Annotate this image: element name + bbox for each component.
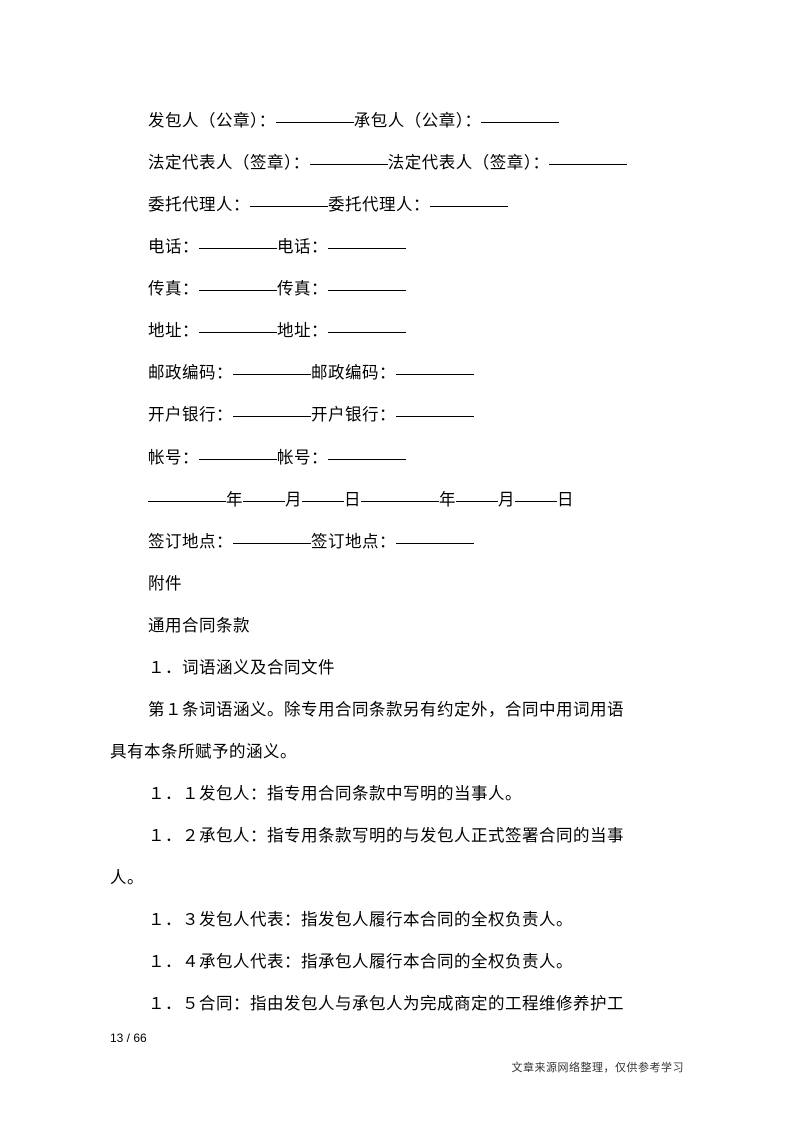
- label-bank-b: 开户银行：: [311, 405, 396, 424]
- label-bank-a: 开户银行：: [148, 405, 233, 424]
- blank-field: [396, 374, 474, 375]
- label-month-2: 月: [498, 490, 515, 509]
- blank-field: [328, 332, 406, 333]
- label-fax-a: 传真：: [148, 279, 199, 298]
- blank-field: [361, 501, 439, 502]
- field-row-phone: 电话： 电话：: [110, 226, 684, 268]
- label-day-1: 日: [344, 490, 361, 509]
- clause-1-5: １．５合同：指由发包人与承包人为完成商定的工程维修养护工: [110, 983, 684, 1025]
- article-1-text: 第１条词语涵义。除专用合同条款另有约定外，合同中用词用语: [110, 689, 684, 731]
- field-row-postal: 邮政编码： 邮政编码：: [110, 352, 684, 394]
- label-account-b: 帐号：: [277, 448, 328, 467]
- label-phone-a: 电话：: [148, 237, 199, 256]
- label-phone-b: 电话：: [277, 237, 328, 256]
- label-day-2: 日: [557, 490, 574, 509]
- label-address-b: 地址：: [277, 321, 328, 340]
- field-row-fax: 传真： 传真：: [110, 268, 684, 310]
- field-row-legal-rep: 法定代表人（签章）： 法定代表人（签章）：: [110, 142, 684, 184]
- label-postal-a: 邮政编码：: [148, 363, 233, 382]
- blank-field: [456, 501, 498, 502]
- blank-field: [549, 164, 627, 165]
- heading-general-terms: 通用合同条款: [110, 605, 684, 647]
- field-row-bank: 开户银行： 开户银行：: [110, 394, 684, 436]
- blank-field: [396, 416, 474, 417]
- label-agent-b: 委托代理人：: [328, 195, 430, 214]
- blank-field: [481, 122, 559, 123]
- clause-1-4: １．４承包人代表：指承包人履行本合同的全权负责人。: [110, 941, 684, 983]
- label-postal-b: 邮政编码：: [311, 363, 396, 382]
- clause-1-2: １．２承包人：指专用条款写明的与发包人正式签署合同的当事: [110, 815, 684, 857]
- blank-field: [515, 501, 557, 502]
- label-month-1: 月: [285, 490, 302, 509]
- label-sign-place-b: 签订地点：: [311, 532, 396, 551]
- blank-field: [302, 501, 344, 502]
- blank-field: [148, 501, 226, 502]
- field-row-agent: 委托代理人： 委托代理人：: [110, 184, 684, 226]
- blank-field: [430, 206, 508, 207]
- article-1-text-cont: 具有本条所赋予的涵义。: [110, 731, 684, 773]
- blank-field: [233, 416, 311, 417]
- clause-1-2-cont: 人。: [110, 857, 684, 899]
- blank-field: [396, 543, 474, 544]
- blank-field: [233, 374, 311, 375]
- blank-field: [310, 164, 388, 165]
- field-row-address: 地址： 地址：: [110, 310, 684, 352]
- blank-field: [243, 501, 285, 502]
- blank-field: [276, 122, 354, 123]
- blank-field: [328, 459, 406, 460]
- blank-field: [199, 332, 277, 333]
- label-legal-rep-a: 法定代表人（签章）：: [148, 153, 310, 172]
- blank-field: [250, 206, 328, 207]
- blank-field: [199, 248, 277, 249]
- label-legal-rep-b: 法定代表人（签章）：: [388, 153, 550, 172]
- document-body: 发包人（公章）： 承包人（公章）： 法定代表人（签章）： 法定代表人（签章）： 委托…: [110, 100, 684, 1025]
- field-row-sign-place: 签订地点： 签订地点：: [110, 521, 684, 563]
- label-contractor-seal: 承包人（公章）：: [354, 111, 482, 130]
- clause-1-3: １．３发包人代表：指发包人履行本合同的全权负责人。: [110, 899, 684, 941]
- blank-field: [233, 543, 311, 544]
- blank-field: [199, 290, 277, 291]
- field-row-account: 帐号： 帐号：: [110, 437, 684, 479]
- field-row-seal: 发包人（公章）： 承包人（公章）：: [110, 100, 684, 142]
- section-1-title: １．词语涵义及合同文件: [110, 647, 684, 689]
- field-row-date: 年月日年月日: [110, 479, 684, 521]
- label-address-a: 地址：: [148, 321, 199, 340]
- label-year-2: 年: [439, 490, 456, 509]
- page-number: 13 / 66: [110, 1031, 147, 1045]
- label-issuer-seal: 发包人（公章）：: [148, 111, 276, 130]
- blank-field: [328, 290, 406, 291]
- blank-field: [199, 459, 277, 460]
- footer-note: 文章来源网络整理，仅供参考学习: [512, 1059, 685, 1075]
- blank-field: [328, 248, 406, 249]
- clause-1-1: １．１发包人：指专用合同条款中写明的当事人。: [110, 773, 684, 815]
- label-account-a: 帐号：: [148, 448, 199, 467]
- label-fax-b: 传真：: [277, 279, 328, 298]
- label-year-1: 年: [226, 490, 243, 509]
- label-agent-a: 委托代理人：: [148, 195, 250, 214]
- heading-appendix: 附件: [110, 563, 684, 605]
- label-sign-place-a: 签订地点：: [148, 532, 233, 551]
